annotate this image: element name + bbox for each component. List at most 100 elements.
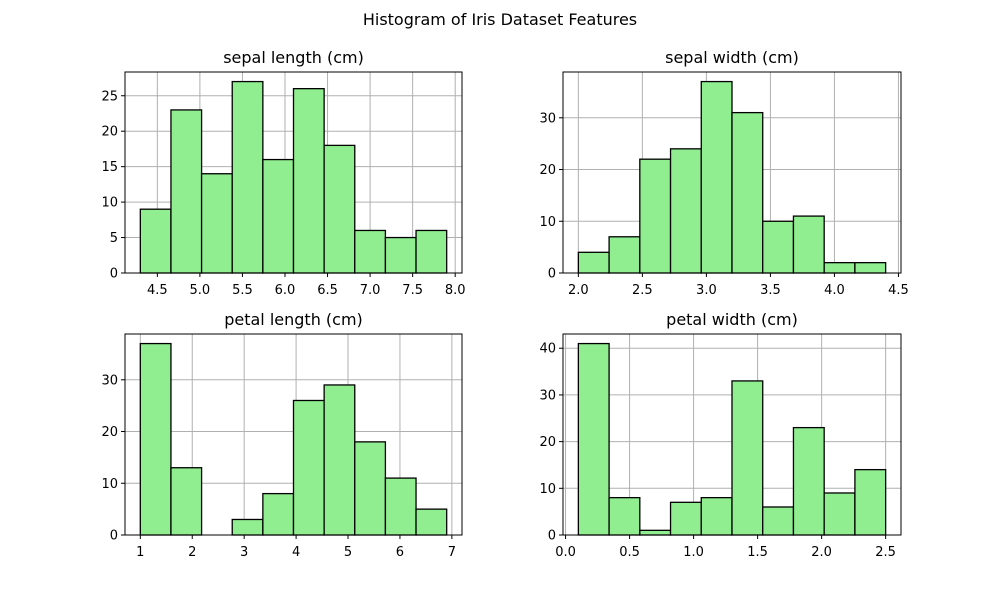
x-tick-label: 7 [448,545,456,560]
histogram-bar [608,496,641,536]
histogram-bar [762,220,795,274]
histogram-bar [139,342,172,536]
histogram-bar [700,496,733,536]
histogram-bar [700,80,733,274]
y-tick-label: 20 [101,125,118,140]
histogram-bar [823,492,856,536]
histogram-bar [762,506,795,536]
histogram-bar [139,208,172,274]
histogram-bar [731,111,764,274]
y-tick-label: 5 [110,231,118,246]
x-tick-label: 0.0 [555,545,576,560]
y-tick-label: 10 [539,215,556,230]
subplot-title: sepal length (cm) [223,48,364,67]
x-tick-label: 7.0 [360,283,381,298]
y-tick-label: 40 [539,342,556,357]
y-tick-label: 0 [110,267,118,282]
histogram-bar [323,144,356,274]
histogram-bar [292,399,325,536]
x-tick-label: 2 [188,545,196,560]
x-tick-label: 5.5 [232,283,253,298]
histogram-bar [669,148,702,274]
x-tick-label: 4.5 [888,283,909,298]
histogram-bar [854,262,887,274]
y-tick-label: 0 [548,267,556,282]
x-tick-label: 8.0 [445,283,466,298]
x-tick-label: 1.0 [683,545,704,560]
x-tick-label: 2.0 [811,545,832,560]
histogram-bar [200,173,233,274]
histogram-bar [231,518,264,536]
x-tick-label: 7.5 [402,283,423,298]
y-tick-label: 30 [101,373,118,388]
histogram-bar [669,501,702,536]
histogram-bar [639,529,672,536]
x-tick-label: 2.0 [568,283,589,298]
x-tick-label: 6.0 [275,283,296,298]
x-tick-label: 2.5 [632,283,653,298]
histogram-bar [323,384,356,536]
x-tick-label: 3.0 [696,283,717,298]
histogram-bar [231,80,264,274]
subplot-title: sepal width (cm) [665,48,799,67]
x-tick-label: 4.0 [824,283,845,298]
subplot-3: petal length (cm) 1 2 3 4 5 6 7 0 10 20 30 [101,310,463,560]
y-tick-label: 15 [101,160,118,175]
histogram-bar [384,236,417,274]
y-tick-label: 0 [110,529,118,544]
x-tick-label: 4 [292,545,300,560]
figure-title: Histogram of Iris Dataset Features [363,10,637,29]
histogram-bar [577,342,610,536]
y-tick-label: 20 [539,435,556,450]
axes-frame [562,333,902,536]
y-tick-label: 30 [539,111,556,126]
histogram-bar [415,508,448,536]
x-tick-label: 2.5 [875,545,896,560]
x-tick-label: 5.0 [190,283,211,298]
histogram-bar [170,467,203,536]
x-tick-label: 3.5 [760,283,781,298]
histogram-bar [792,426,825,536]
y-tick-label: 20 [101,425,118,440]
y-tick-label: 10 [101,196,118,211]
x-tick-label: 5 [344,545,352,560]
subplot-title: petal width (cm) [666,310,798,329]
subplot-title: petal length (cm) [224,310,363,329]
histogram-bar [292,88,325,274]
histogram-bar [792,215,825,274]
histogram-bar [731,380,764,536]
x-tick-label: 4.5 [147,283,168,298]
histogram-bar [262,492,295,536]
histogram-bar [577,251,610,274]
y-tick-label: 20 [539,163,556,178]
histogram-bar [854,468,887,536]
subplot-4: petal width (cm) 0.0 0.5 1.0 1.5 2.0 2.5 0 10 20 3… [539,310,902,560]
histogram-bar [354,441,387,536]
axes-frame [124,333,463,536]
histogram-bar [170,109,203,274]
y-tick-label: 0 [548,529,556,544]
x-tick-label: 0.5 [619,545,640,560]
subplot-grid: sepal length (cm) 4.5 5.0 5.5 6.0 6.5 7.0 7.5 8.… [101,48,908,560]
histogram-bar [639,158,672,274]
subplot-2: sepal width (cm) 2.0 2.5 3.0 3.5 4.0 4.5 0 10 20 3… [539,48,908,298]
x-tick-label: 6 [396,545,404,560]
y-tick-label: 10 [101,477,118,492]
y-tick-label: 25 [101,89,118,104]
y-tick-label: 10 [539,482,556,497]
histogram-bar [823,262,856,274]
x-tick-label: 6.5 [317,283,338,298]
subplot-1: sepal length (cm) 4.5 5.0 5.5 6.0 6.5 7.0 7.5 8.… [101,48,465,298]
histogram-bar [262,158,295,274]
histogram-bar [354,229,387,274]
x-tick-label: 1 [136,545,144,560]
x-tick-label: 1.5 [747,545,768,560]
y-tick-label: 30 [539,388,556,403]
axes-frame [562,71,902,274]
histogram-bar [384,477,417,536]
x-tick-label: 3 [240,545,248,560]
axes-frame [124,71,463,274]
histogram-bar [415,229,448,274]
histogram-bar [608,236,641,274]
